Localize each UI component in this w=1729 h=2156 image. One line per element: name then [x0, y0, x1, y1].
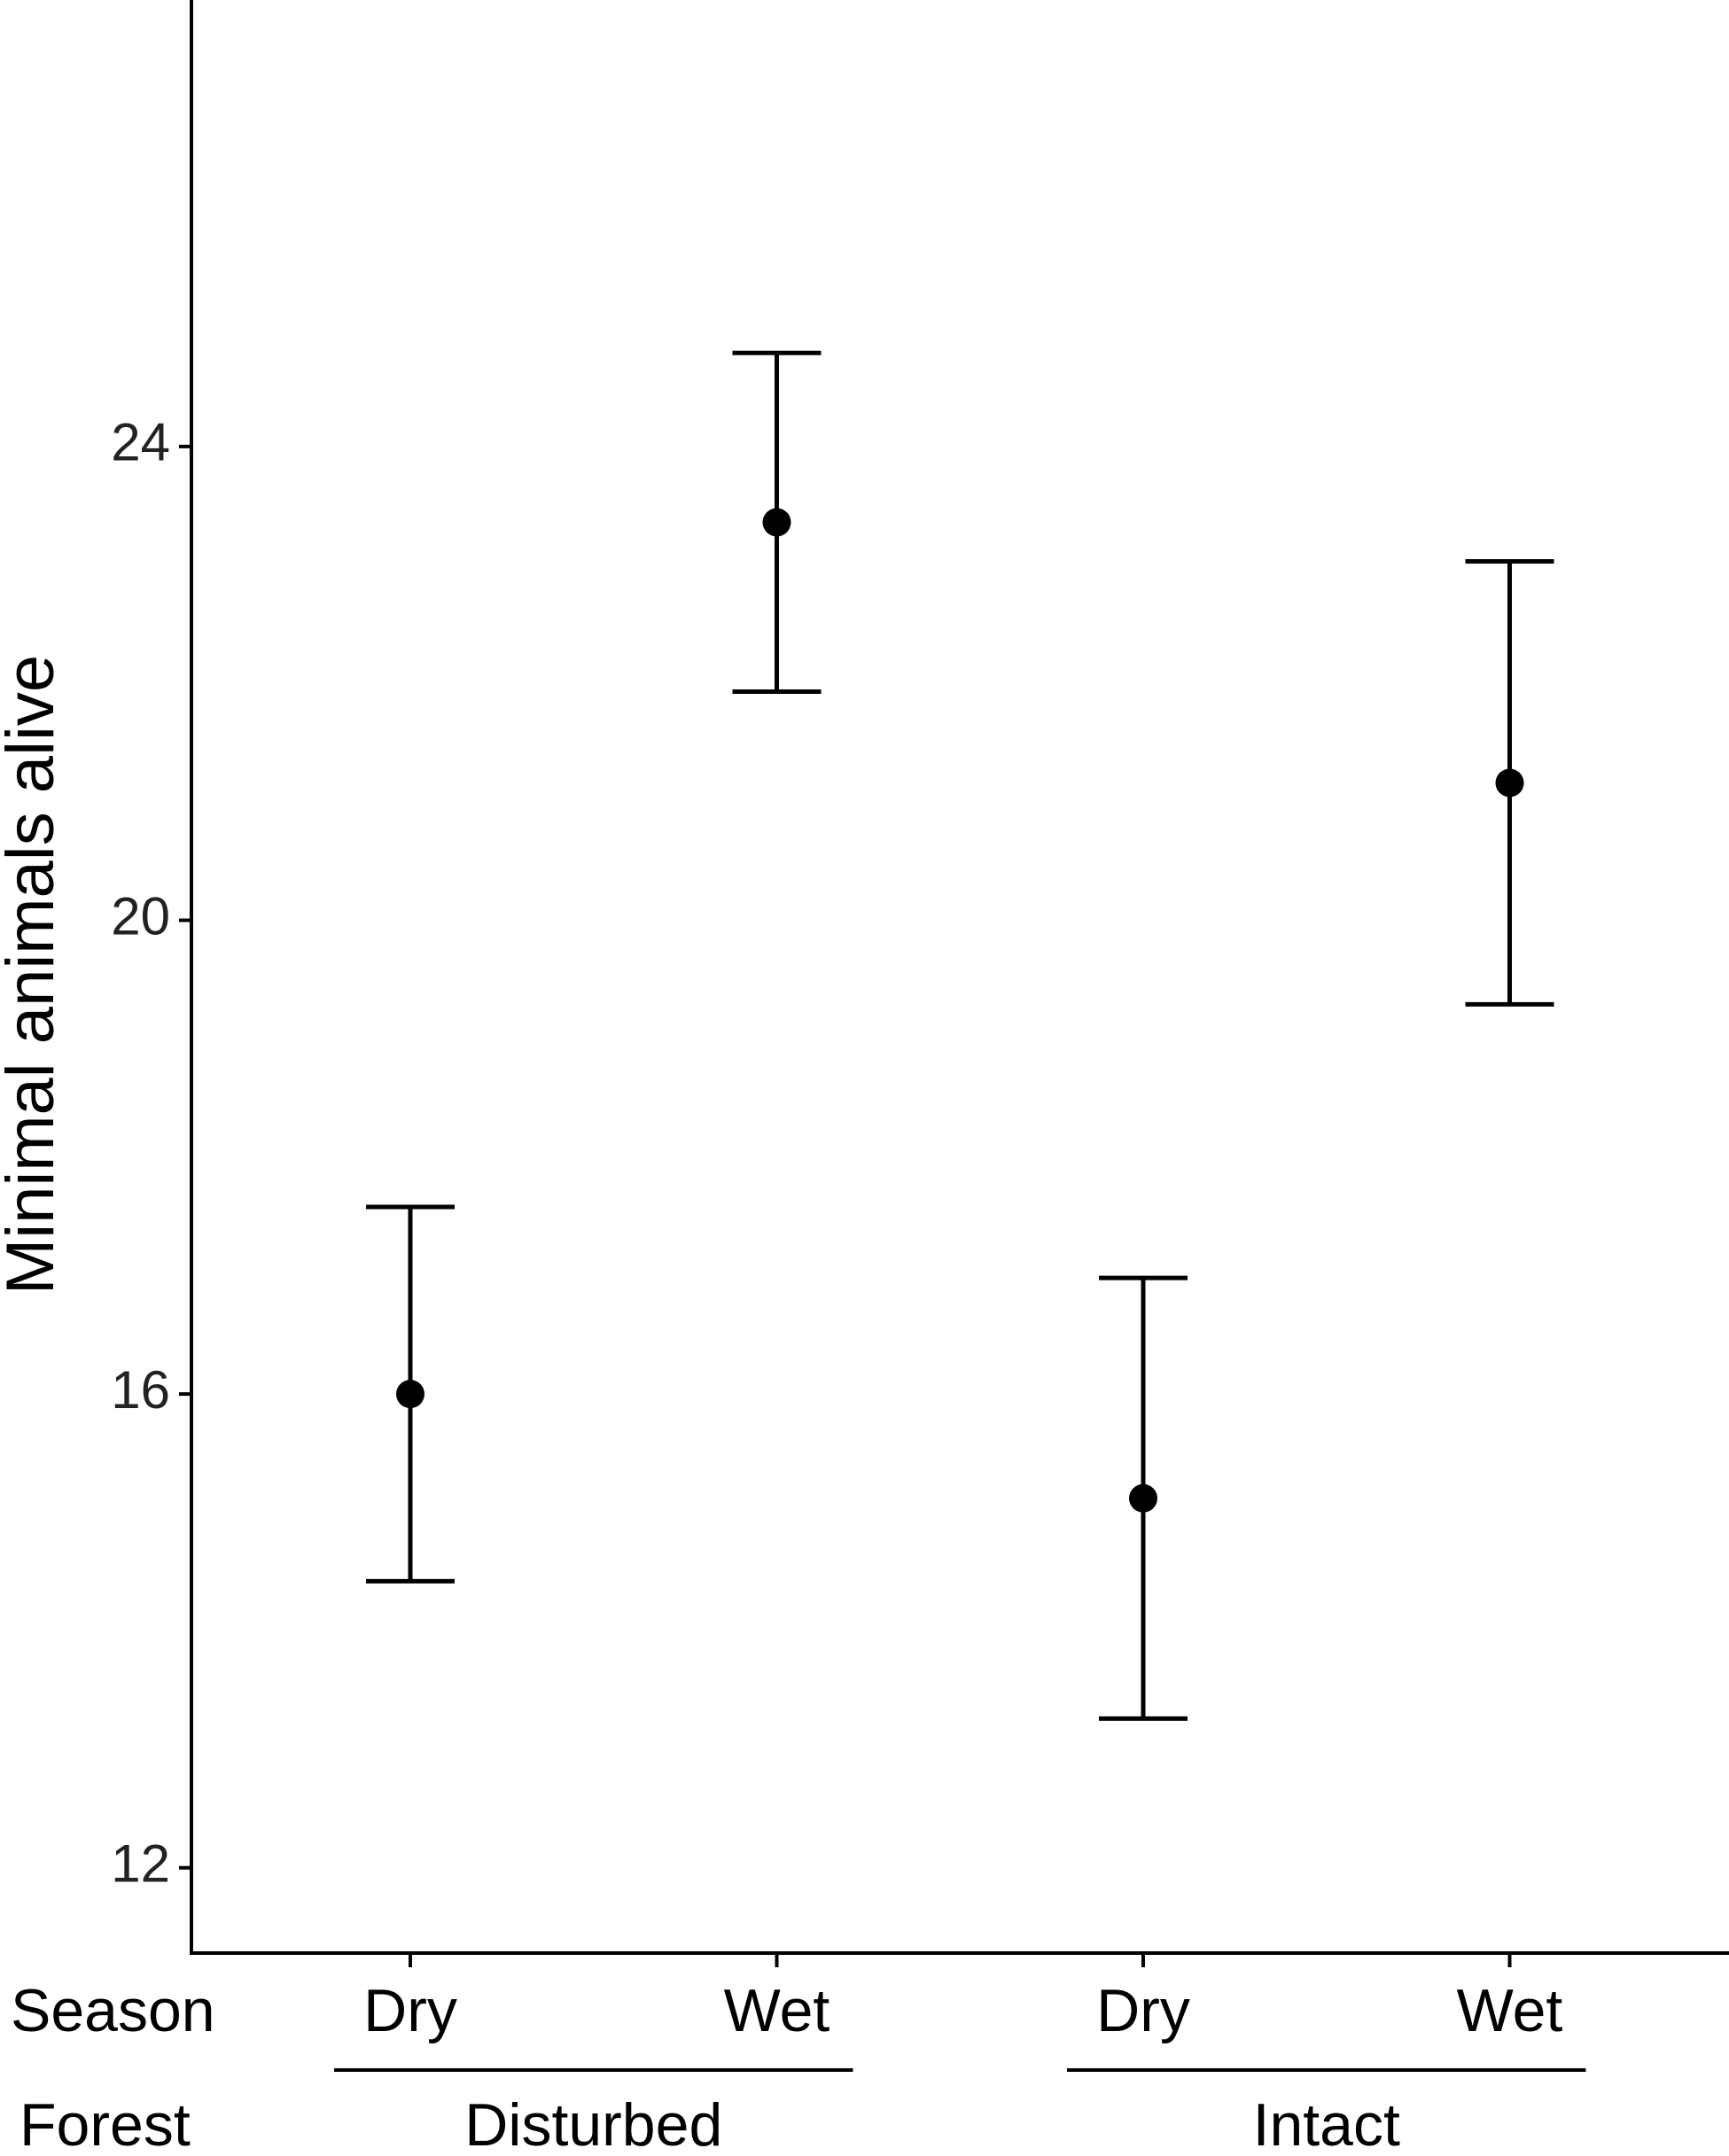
group-label: Intact: [1253, 2091, 1400, 2156]
x-tick-label: Wet: [1457, 1977, 1563, 2044]
point: [1495, 768, 1524, 798]
x-tick-label: Dry: [363, 1977, 457, 2044]
y-axis-title: Minimal animals alive: [0, 655, 68, 1295]
point: [1129, 1483, 1157, 1513]
y-tick-label: 20: [111, 886, 170, 946]
point: [396, 1380, 424, 1409]
row-label: Forest: [19, 2091, 191, 2156]
x-tick-label: Dry: [1096, 1977, 1190, 2044]
y-tick-label: 16: [111, 1360, 170, 1420]
x-tick-label: Wet: [724, 1977, 830, 2044]
point: [762, 508, 791, 537]
row-label: Season: [11, 1977, 215, 2044]
group-label: Disturbed: [464, 2091, 722, 2156]
y-tick-label: 24: [111, 413, 170, 472]
y-tick-label: 12: [111, 1834, 170, 1894]
